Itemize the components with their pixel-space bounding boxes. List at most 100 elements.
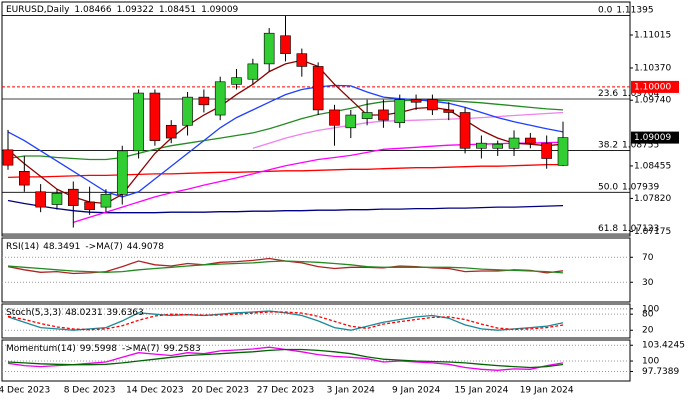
candle-body — [557, 137, 569, 166]
candle-body — [443, 109, 455, 113]
fib-label: 38.2 1.08755 — [598, 140, 659, 150]
level-label: 1.10000 — [634, 82, 671, 92]
candle-body — [182, 96, 193, 126]
x-tick-label: 15 Jan 2024 — [454, 386, 508, 396]
fib-level: 0.0 — [598, 5, 613, 15]
indicator-line — [7, 163, 563, 179]
indicator-line — [7, 59, 564, 205]
candle-body — [116, 150, 128, 195]
x-tick-label: 3 Jan 2024 — [327, 386, 375, 396]
panel-frame — [1, 339, 631, 382]
chart-header: EURUSD,Daily 1.08466 1.09322 1.08451 1.09009 — [6, 5, 239, 15]
indicator-line — [7, 260, 564, 274]
ohlc-value: 1.08466 — [74, 5, 111, 15]
indicator-line — [7, 311, 564, 331]
candle-body — [541, 142, 552, 159]
y-tick-label: 1.10370 — [634, 63, 671, 73]
candle-body — [198, 96, 210, 106]
candle-body — [394, 99, 406, 124]
indicator-value: 39.6363 — [107, 308, 144, 318]
candle-body — [280, 35, 291, 54]
indicator-line — [7, 348, 564, 369]
candle-body — [2, 149, 14, 166]
indicator-line — [7, 99, 564, 161]
ohlc-value: 1.09009 — [201, 5, 238, 15]
candle-body — [100, 194, 112, 208]
panel-frame — [1, 1, 631, 237]
candle-body — [361, 112, 373, 119]
fib-level: 61.8 — [598, 224, 618, 234]
indicator-value: 48.0231 — [65, 308, 102, 318]
candle-body — [312, 66, 324, 111]
indicator-line — [7, 310, 564, 331]
indicator-value: 99.5998 — [80, 344, 117, 354]
indicator-name: RSI(14) — [6, 242, 39, 252]
candle-body — [345, 114, 357, 129]
candle-body — [525, 137, 536, 144]
fib-level: 50.0 — [598, 182, 618, 192]
indicator-value: 44.9078 — [127, 242, 164, 252]
indicator-line — [7, 199, 564, 214]
candle-body — [427, 99, 438, 111]
indicator-value: 99.2583 — [163, 344, 200, 354]
panel-frame — [1, 303, 631, 339]
candle-body — [492, 143, 504, 149]
x-tick-label: 20 Dec 2023 — [191, 386, 249, 396]
fib-label: 61.8 1.07123 — [598, 224, 659, 234]
indicator-name: ->MA(7) — [85, 242, 122, 252]
indicator-value: 48.3491 — [43, 242, 80, 252]
candle-body — [508, 137, 520, 149]
candle-body — [165, 124, 177, 139]
y-tick-label: 30 — [642, 278, 654, 288]
candle-body — [459, 112, 471, 149]
y-tick-label: 1.09740 — [634, 96, 671, 106]
x-tick-label: 14 Dec 2023 — [126, 386, 184, 396]
indicator-header: RSI(14) 48.3491 ->MA(7) 44.9078 — [6, 242, 164, 252]
fib-price: 1.07123 — [622, 224, 659, 234]
indicator-name: Stoch(5,3,3) — [6, 308, 61, 318]
fib-price: 1.08755 — [622, 140, 659, 150]
candle-body — [231, 77, 242, 85]
y-tick-label: 100 — [642, 357, 659, 367]
y-tick-label: 1.11015 — [634, 30, 671, 40]
level-box — [631, 80, 679, 93]
y-tick-label: 70 — [642, 253, 654, 263]
x-tick-label: 4 Dec 2023 — [0, 386, 50, 396]
fib-price: 1.09764 — [622, 88, 659, 98]
candle-body — [329, 109, 340, 126]
candle-body — [263, 32, 275, 65]
candle-body — [84, 201, 95, 210]
candle-body — [19, 170, 30, 186]
x-tick-label: 19 Jan 2024 — [520, 386, 574, 396]
price-box — [631, 131, 679, 144]
indicator-line — [252, 111, 564, 149]
fib-level: 23.6 — [598, 88, 618, 98]
y-tick-label: 1.07175 — [634, 227, 671, 237]
y-tick-label: 97.7389 — [642, 367, 679, 377]
y-tick-label: 20 — [642, 326, 654, 336]
candle-body — [296, 53, 308, 67]
indicator-header: Stoch(5,3,3) 48.0231 39.6363 — [6, 308, 144, 318]
candle-body — [133, 92, 144, 152]
candle-body — [410, 99, 422, 103]
y-tick-label: 1.08455 — [634, 161, 671, 171]
fib-price: 1.11395 — [616, 5, 653, 15]
y-tick-label: 100 — [642, 304, 659, 314]
x-tick-label: 9 Jan 2024 — [392, 386, 440, 396]
candle-body — [247, 63, 259, 80]
y-tick-label: 103.4245 — [642, 341, 685, 351]
indicator-name: ->MA(7) — [122, 344, 159, 354]
candle-body — [67, 188, 79, 206]
indicator-line — [7, 84, 564, 198]
ohlc-value: 1.09322 — [117, 5, 154, 15]
candle-body — [214, 81, 226, 116]
fib-label: 23.6 1.09764 — [598, 88, 660, 98]
panel-frame — [1, 237, 631, 303]
fib-label: 50.0 1.07939 — [598, 182, 660, 192]
fib-price: 1.07939 — [622, 182, 659, 192]
chart-title: EURUSD,Daily — [6, 5, 70, 15]
y-tick-label: 1.07820 — [634, 194, 671, 204]
ohlc-value: 1.08451 — [159, 5, 196, 15]
candle-body — [51, 192, 63, 205]
